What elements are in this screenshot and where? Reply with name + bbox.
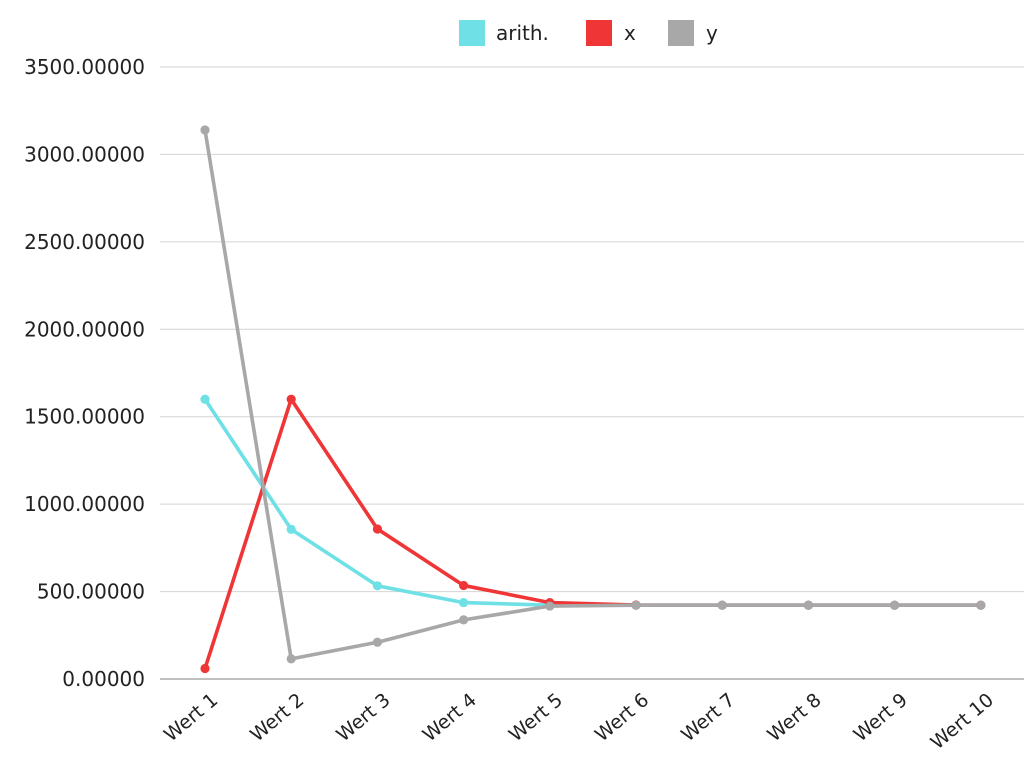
series-line-2 (203, 397, 983, 671)
x-tick-label: Wert 2 (246, 689, 308, 746)
data-point (545, 601, 555, 611)
legend-swatch (459, 20, 485, 46)
x-tick-label: Wert 5 (505, 689, 567, 746)
legend-label: y (706, 21, 718, 45)
legend-label: arith. (496, 21, 549, 45)
series-line-1 (203, 397, 983, 608)
y-tick-label: 500.00000 (37, 580, 145, 604)
legend: arith. x y (459, 20, 718, 46)
data-point (200, 663, 210, 674)
data-point (459, 597, 469, 608)
data-point (717, 600, 727, 610)
data-point (459, 615, 469, 625)
series-line-3 (203, 128, 983, 661)
y-tick-label: 3500.00000 (24, 55, 145, 79)
data-point (286, 524, 296, 534)
x-tick-label: Wert 1 (160, 689, 222, 746)
x-axis: Wert 1 Wert 2 Wert 3 Wert 4 Wert 5 Wert 6 Wert… (160, 689, 998, 754)
legend-swatch (668, 20, 694, 46)
data-point (372, 637, 382, 647)
data-point (372, 581, 382, 591)
data-point (286, 654, 296, 664)
data-point (976, 600, 986, 610)
y-tick-label: 1000.00000 (24, 492, 145, 516)
x-tick-label: Wert 9 (850, 689, 912, 746)
data-point (803, 600, 814, 610)
data-point (286, 394, 296, 404)
y-tick-label: 1500.00000 (24, 405, 145, 429)
y-tick-label: 2000.00000 (24, 317, 145, 341)
y-tick-label: 0.00000 (62, 667, 145, 691)
data-point (200, 125, 210, 135)
data-point (372, 524, 382, 534)
x-tick-label: Wert 4 (419, 689, 481, 746)
series-points (200, 125, 986, 674)
data-point (890, 600, 900, 610)
data-point (459, 580, 469, 591)
y-tick-label: 3000.00000 (24, 142, 145, 166)
x-tick-label: Wert 8 (763, 689, 825, 746)
legend-swatch (586, 20, 612, 46)
y-tick-label: 2500.00000 (24, 230, 145, 254)
x-tick-label: Wert 3 (332, 689, 394, 746)
x-tick-label: Wert 7 (677, 689, 739, 746)
data-point (200, 394, 210, 404)
gridlines (160, 66, 1024, 680)
y-axis: 0.00000 500.00000 1000.00000 1500.00000 2000… (24, 55, 145, 691)
legend-label: x (624, 21, 636, 45)
x-tick-label: Wert 10 (927, 689, 998, 754)
data-point (631, 600, 641, 610)
series-lines (203, 128, 983, 671)
x-tick-label: Wert 6 (591, 689, 653, 746)
